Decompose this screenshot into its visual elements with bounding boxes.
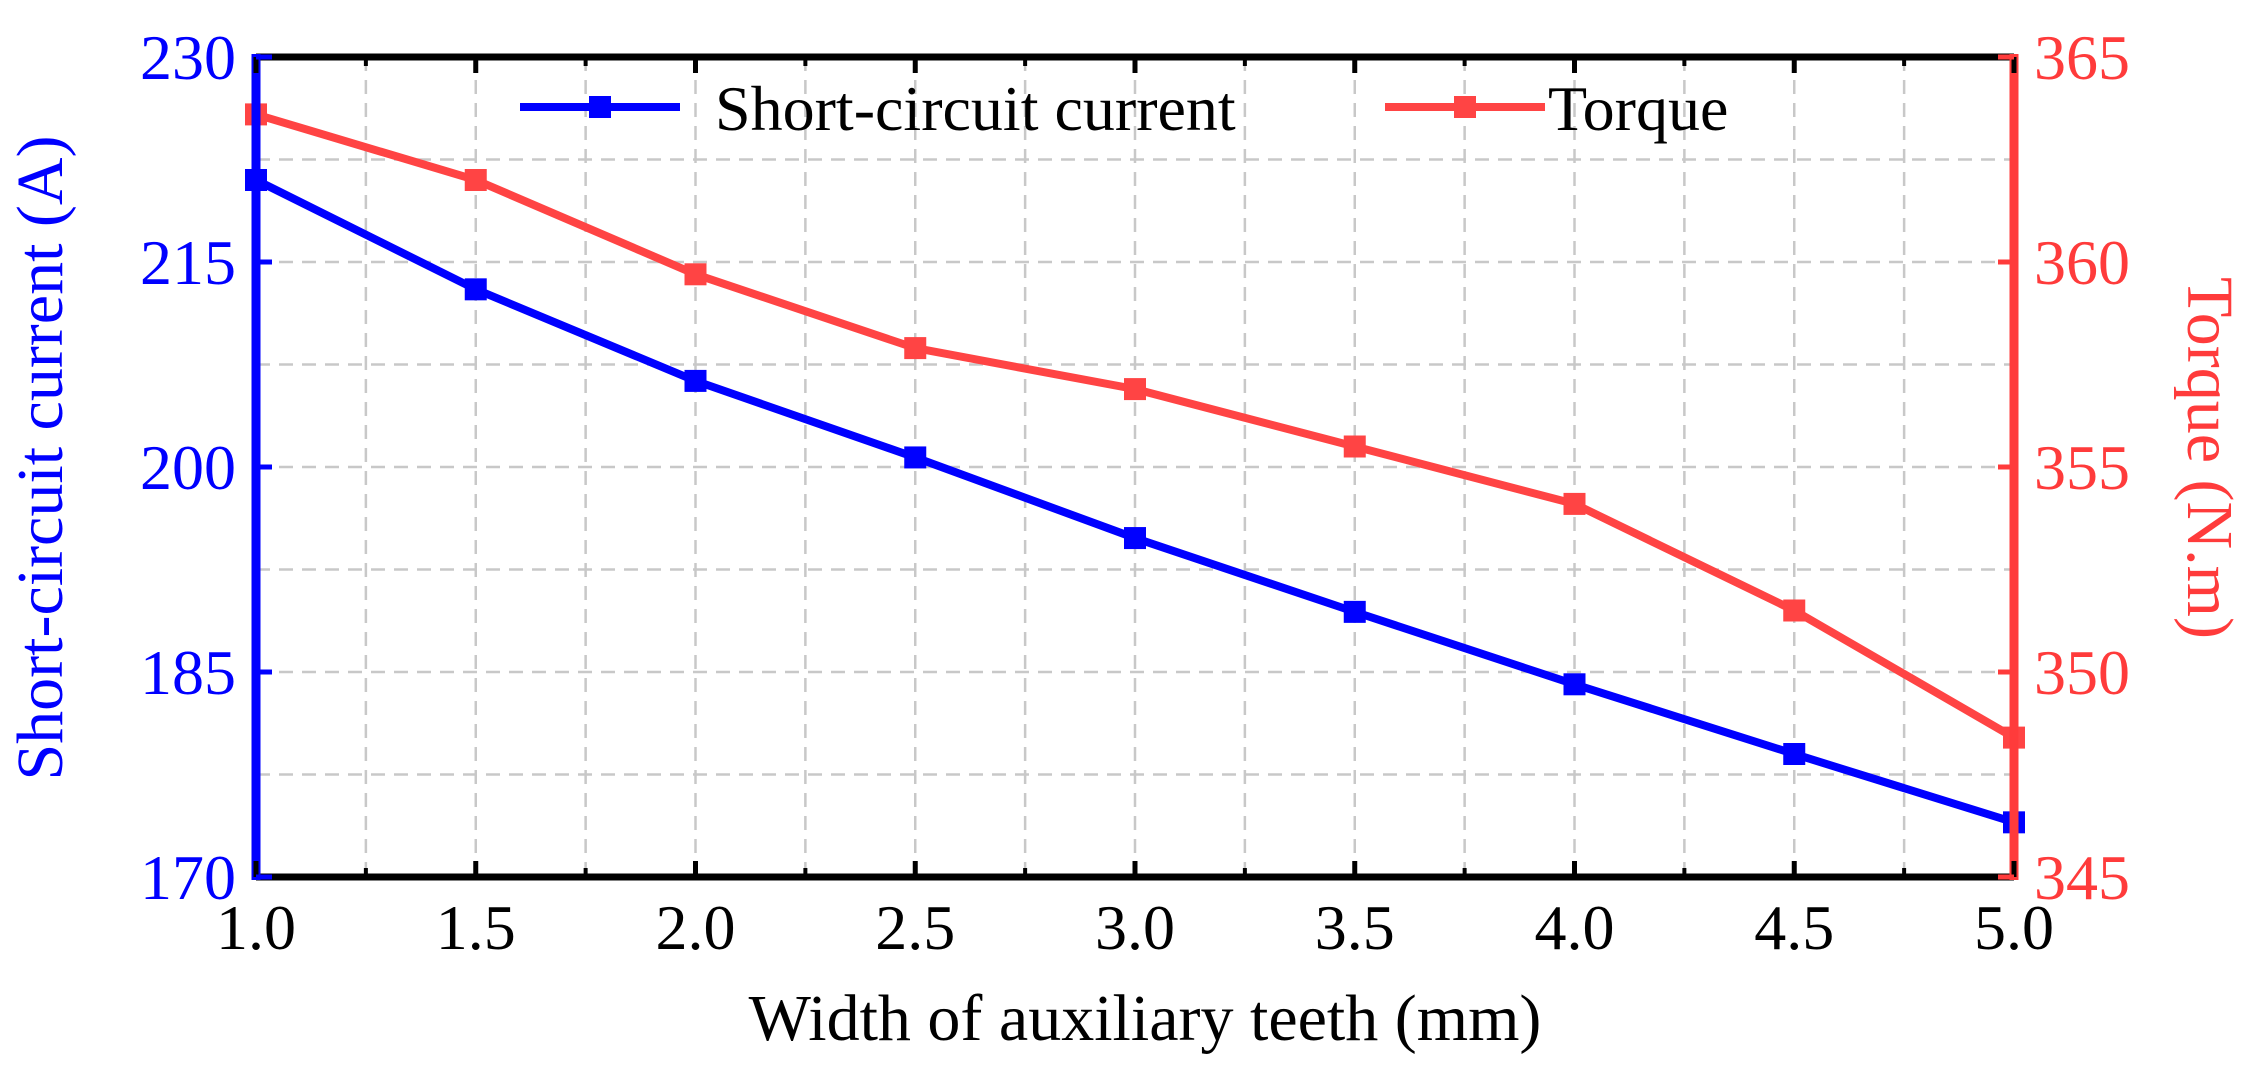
data-point-marker bbox=[1783, 599, 1806, 622]
data-point-marker bbox=[1343, 600, 1366, 623]
data-point-marker bbox=[1563, 492, 1586, 515]
ticks-layer: 1.0 1.5 2.0 2.5 3.0 3.5 4.0 4.5 5.0 170 185 200 215 2… bbox=[140, 22, 2130, 963]
x-tick-label: 2.0 bbox=[656, 892, 736, 963]
y-right-tick-label: 345 bbox=[2034, 842, 2130, 913]
x-tick-label: 1.5 bbox=[436, 892, 516, 963]
y-left-tick-label: 230 bbox=[140, 22, 236, 93]
y-right-tick-label: 350 bbox=[2034, 637, 2130, 708]
legend: Short-circuit current Torque bbox=[520, 73, 1728, 144]
data-point-marker bbox=[684, 263, 707, 286]
legend-marker bbox=[1454, 96, 1476, 118]
y-left-axis-title: Short-circuit current (A) bbox=[4, 135, 77, 780]
y-right-tick-label: 355 bbox=[2034, 432, 2130, 503]
x-tick-label: 1.0 bbox=[216, 892, 296, 963]
data-point-marker bbox=[1343, 435, 1366, 458]
x-tick-label: 5.0 bbox=[1974, 892, 2054, 963]
data-point-marker bbox=[1783, 743, 1806, 765]
x-tick-label: 2.5 bbox=[875, 892, 955, 963]
y-right-tick-label: 360 bbox=[2034, 227, 2130, 298]
data-point-marker bbox=[464, 169, 487, 191]
series-layer bbox=[245, 103, 2025, 834]
labels-layer: Width of auxiliary teeth (mm) Short-circ… bbox=[4, 135, 2246, 1055]
legend-label: Torque bbox=[1548, 73, 1728, 144]
data-point-marker bbox=[1563, 673, 1586, 696]
legend-marker bbox=[589, 96, 611, 118]
y-right-tick-label: 365 bbox=[2034, 22, 2130, 93]
y-left-tick-label: 200 bbox=[140, 432, 236, 503]
data-point-marker bbox=[1124, 527, 1146, 550]
y-left-tick-label: 185 bbox=[140, 637, 236, 708]
grid-layer bbox=[256, 57, 2014, 877]
data-point-marker bbox=[684, 369, 707, 392]
x-tick-label: 3.5 bbox=[1315, 892, 1395, 963]
x-tick-label: 3.0 bbox=[1095, 892, 1175, 963]
x-tick-label: 4.5 bbox=[1754, 892, 1834, 963]
y-left-tick-label: 170 bbox=[140, 842, 236, 913]
data-point-marker bbox=[1124, 378, 1146, 401]
legend-label: Short-circuit current bbox=[715, 73, 1236, 144]
data-point-marker bbox=[904, 337, 927, 360]
y-left-tick-label: 215 bbox=[140, 227, 236, 298]
x-tick-label: 4.0 bbox=[1535, 892, 1615, 963]
data-point-marker bbox=[464, 278, 487, 301]
data-point-marker bbox=[904, 446, 927, 469]
x-axis-title: Width of auxiliary teeth (mm) bbox=[749, 982, 1542, 1055]
y-right-axis-title: Torque (N.m) bbox=[2173, 277, 2246, 639]
